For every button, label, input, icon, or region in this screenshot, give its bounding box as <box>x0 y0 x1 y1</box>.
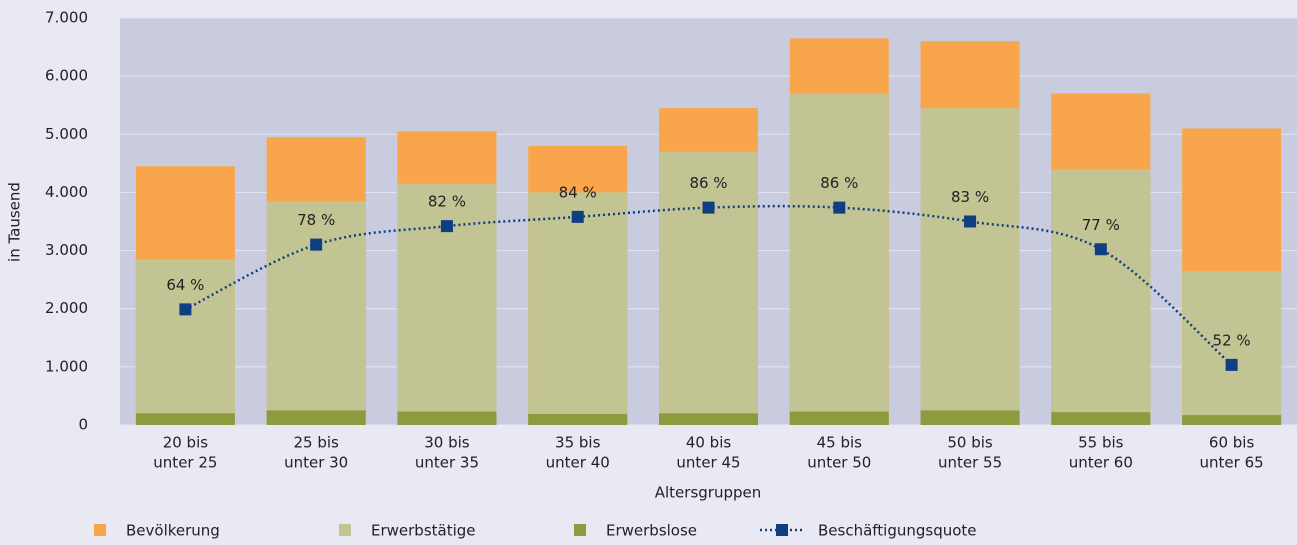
line-marker <box>833 201 846 214</box>
data-label: 82 % <box>428 193 466 211</box>
x-tick-label: unter 50 <box>807 454 871 472</box>
line-marker <box>702 201 715 214</box>
bar <box>1182 270 1282 425</box>
x-tick-label: unter 55 <box>938 454 1002 472</box>
x-tick-label: 50 bis <box>947 434 993 452</box>
bar <box>1051 169 1151 425</box>
x-tick-label: unter 45 <box>676 454 740 472</box>
y-tick-label: 1.000 <box>45 357 88 375</box>
y-tick-label: 2.000 <box>45 299 88 317</box>
data-label: 77 % <box>1082 216 1120 234</box>
bar <box>135 259 235 425</box>
bar <box>920 410 1020 425</box>
bar <box>1051 412 1151 425</box>
legend-label: Erwerbstätige <box>371 522 476 540</box>
data-label: 64 % <box>166 276 204 294</box>
y-tick-label: 0 <box>78 416 88 434</box>
x-tick-label: unter 65 <box>1200 454 1264 472</box>
legend-swatch <box>339 524 351 536</box>
legend-swatch <box>574 524 586 536</box>
x-tick-label: unter 30 <box>284 454 348 472</box>
legend-label: Erwerbslose <box>606 522 697 540</box>
bar <box>135 413 235 425</box>
bar <box>789 93 889 425</box>
bar <box>397 411 497 425</box>
x-tick-label: unter 35 <box>415 454 479 472</box>
bar <box>659 151 758 425</box>
bar <box>397 183 497 425</box>
line-marker <box>571 210 584 223</box>
x-tick-label: 60 bis <box>1209 434 1255 452</box>
legend-label: Beschäftigungsquote <box>818 522 977 540</box>
bar <box>659 413 758 425</box>
x-tick-label: 40 bis <box>686 434 732 452</box>
x-tick-label: unter 60 <box>1069 454 1133 472</box>
data-label: 83 % <box>951 188 989 206</box>
x-tick-label: unter 25 <box>153 454 217 472</box>
x-tick-label: 25 bis <box>293 434 339 452</box>
x-tick-label: 55 bis <box>1078 434 1124 452</box>
bar <box>1182 415 1282 425</box>
y-tick-label: 3.000 <box>45 241 88 259</box>
bar <box>528 192 628 425</box>
line-marker <box>440 220 453 233</box>
legend-swatch <box>94 524 106 536</box>
legend-marker <box>776 524 788 536</box>
data-label: 84 % <box>559 183 597 201</box>
data-label: 52 % <box>1213 331 1251 349</box>
line-marker <box>964 215 977 228</box>
bar <box>266 201 366 425</box>
data-label: 86 % <box>820 174 858 192</box>
y-tick-label: 5.000 <box>45 125 88 143</box>
y-tick-label: 7.000 <box>45 9 88 27</box>
bar <box>266 410 366 425</box>
x-tick-label: 20 bis <box>163 434 209 452</box>
x-tick-label: 45 bis <box>817 434 863 452</box>
x-tick-label: 30 bis <box>424 434 470 452</box>
y-axis-label: in Tausend <box>6 182 24 262</box>
data-label: 78 % <box>297 211 335 229</box>
line-marker <box>1225 358 1238 371</box>
y-tick-label: 4.000 <box>45 183 88 201</box>
y-tick-label: 6.000 <box>45 67 88 85</box>
x-tick-label: unter 40 <box>546 454 610 472</box>
bar <box>528 413 628 425</box>
x-tick-label: 35 bis <box>555 434 601 452</box>
bar <box>920 108 1020 425</box>
legend-label: Bevölkerung <box>126 522 220 540</box>
line-marker <box>179 303 192 316</box>
line-marker <box>1094 243 1107 256</box>
x-axis-label: Altersgruppen <box>655 484 762 502</box>
line-marker <box>310 238 323 251</box>
bar <box>789 411 889 425</box>
data-label: 86 % <box>689 174 727 192</box>
